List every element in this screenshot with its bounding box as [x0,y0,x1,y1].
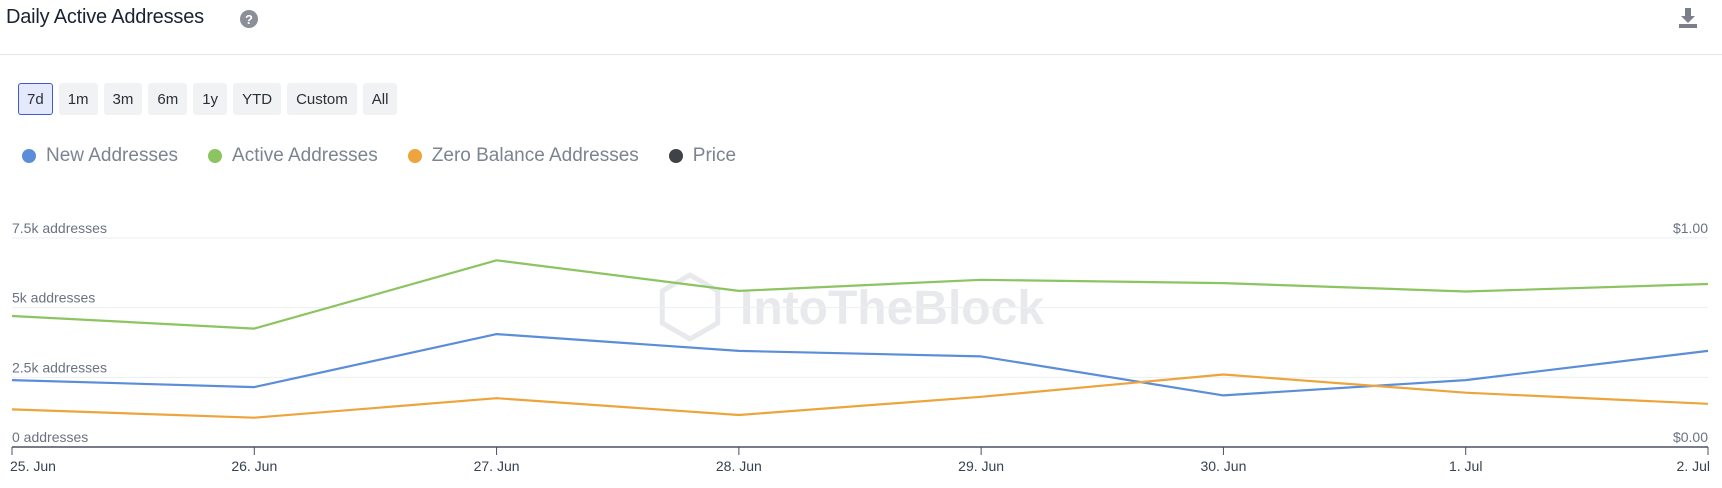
legend-item-active-addresses[interactable]: Active Addresses [208,145,378,167]
legend-item-new-addresses[interactable]: New Addresses [22,145,178,167]
legend-item-price[interactable]: Price [668,145,737,167]
legend-label: Price [692,145,737,166]
range-1y-button[interactable]: 1y [193,83,228,115]
question-circle-icon[interactable]: ? [240,10,258,28]
x-tick-label: 25. Jun [10,458,56,474]
y-tick-label: 7.5k addresses [12,220,107,236]
watermark-text: IntoTheBlock [740,282,1044,335]
x-tick-label: 29. Jun [958,458,1004,474]
x-tick-label: 30. Jun [1200,458,1246,474]
range-all-button[interactable]: All [362,83,398,115]
chart-header: Daily Active Addresses ? [0,0,1722,55]
legend-label: Active Addresses [232,145,378,166]
range-3m-button[interactable]: 3m [103,83,143,115]
x-tick-label: 1. Jul [1449,458,1482,474]
range-ytd-button[interactable]: YTD [233,83,282,115]
legend-dot [407,149,422,163]
x-tick-label: 27. Jun [474,458,520,474]
series-line-zero-balance-addresses [11,373,1709,419]
legend-label: Zero Balance Addresses [431,145,639,166]
legend-label: New Addresses [46,145,179,166]
download-icon[interactable] [1676,6,1700,30]
y-right-tick-label: $0.00 [1673,429,1708,445]
chart-legend: New Addresses Active Addresses Zero Bala… [22,145,736,167]
page-title: Daily Active Addresses [6,6,204,28]
x-tick-label: 28. Jun [716,458,762,474]
range-custom-button[interactable]: Custom [287,83,357,115]
x-tick-label: 2. Jul [1677,458,1710,474]
x-tick-label: 26. Jun [231,458,277,474]
range-6m-button[interactable]: 6m [148,83,188,115]
series-line-active-addresses [11,259,1709,330]
y-tick-label: 5k addresses [12,290,95,306]
legend-dot [668,149,683,163]
line-chart: IntoTheBlock 0 addresses 2.5k addresses 5k … [10,220,1710,474]
legend-dot [208,149,223,163]
legend-item-zero-balance-addresses[interactable]: Zero Balance Addresses [407,145,639,167]
range-1m-button[interactable]: 1m [58,83,98,115]
series-line-new-addresses [11,333,1709,397]
y-tick-label: 2.5k addresses [12,359,107,375]
legend-dot [22,149,36,163]
range-7d-button[interactable]: 7d [18,83,53,115]
y-tick-label: 0 addresses [12,429,88,445]
y-right-tick-label: $1.00 [1673,220,1708,236]
range-selector: 7d 1m 3m 6m 1y YTD Custom All [18,83,398,115]
watermark-logo [659,272,721,342]
